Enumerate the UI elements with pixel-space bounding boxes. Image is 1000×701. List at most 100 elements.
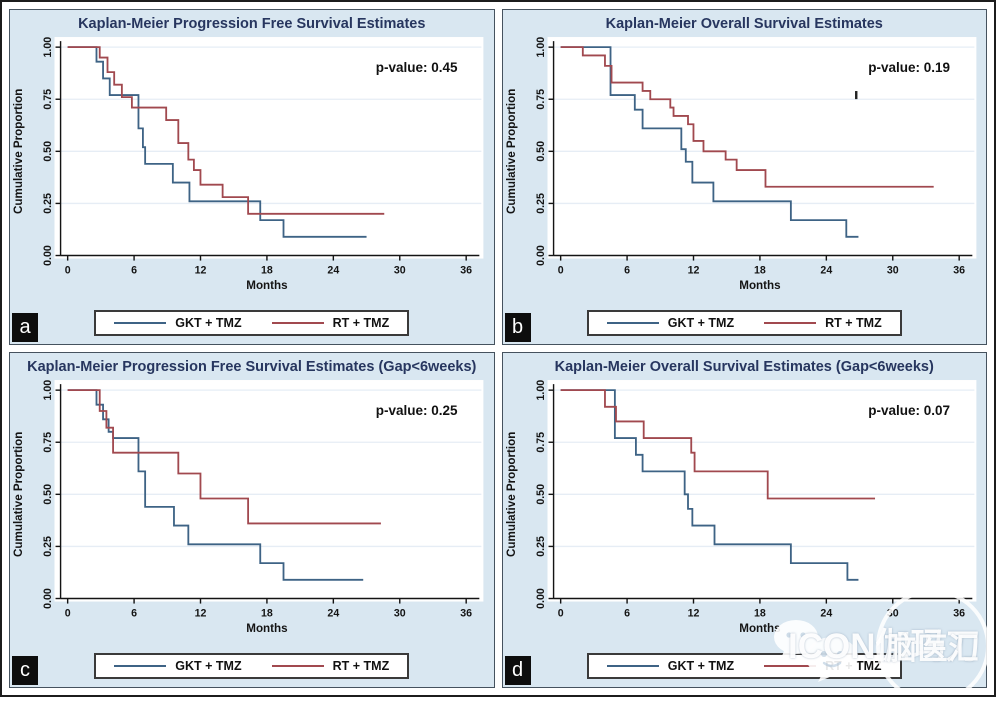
svg-text:Months: Months [739, 622, 780, 635]
svg-text:Months: Months [739, 279, 780, 292]
km-plot-svg: 0.00 0.25 0.50 0.75 1.00 0 6 12 18 24 30 36 Months Cu… [505, 37, 976, 292]
p-value-label: p-value: 0.25 [375, 403, 458, 418]
rt-line-swatch [764, 322, 817, 324]
svg-text:12: 12 [687, 265, 699, 277]
svg-text:Cumulative Proportion: Cumulative Proportion [12, 432, 25, 557]
svg-text:24: 24 [820, 265, 832, 277]
svg-text:0: 0 [65, 608, 71, 620]
svg-text:18: 18 [261, 265, 273, 277]
svg-text:Months: Months [246, 622, 287, 635]
svg-text:0.25: 0.25 [534, 536, 546, 557]
svg-text:1.00: 1.00 [42, 37, 54, 58]
svg-text:30: 30 [886, 608, 898, 620]
legend-label: GKT + TMZ [175, 659, 242, 673]
svg-text:0.00: 0.00 [534, 588, 546, 609]
gkt-line-swatch [606, 665, 659, 667]
legend-label: GKT + TMZ [667, 316, 735, 330]
svg-text:Cumulative Proportion: Cumulative Proportion [505, 89, 518, 214]
svg-text:30: 30 [886, 265, 898, 277]
legend-item-gkt: GKT + TMZ [114, 659, 242, 673]
svg-text:0.00: 0.00 [42, 588, 54, 609]
legend-row: GKT + TMZ RT + TMZ [10, 310, 494, 336]
svg-text:6: 6 [131, 608, 137, 620]
svg-text:6: 6 [624, 265, 630, 277]
svg-text:6: 6 [131, 265, 137, 277]
legend-item-gkt: GKT + TMZ [606, 659, 735, 673]
svg-text:Cumulative Proportion: Cumulative Proportion [12, 89, 25, 214]
svg-text:18: 18 [754, 608, 766, 620]
p-value-label: p-value: 0.19 [868, 60, 950, 75]
p-value-label: p-value: 0.45 [375, 60, 458, 75]
legend-label: RT + TMZ [825, 659, 882, 673]
svg-text:12: 12 [687, 608, 699, 620]
legend-label: RT + TMZ [332, 659, 390, 673]
svg-text:18: 18 [261, 608, 273, 620]
legend-item-gkt: GKT + TMZ [606, 316, 735, 330]
panel-badge: b [504, 313, 531, 342]
legend-row: GKT + TMZ RT + TMZ [10, 653, 494, 679]
gkt-line-swatch [114, 665, 167, 667]
plot-area: 0.00 0.25 0.50 0.75 1.00 0 6 12 18 24 30 36 Months Cu… [503, 377, 987, 653]
rt-line-swatch [271, 665, 324, 667]
legend-item-gkt: GKT + TMZ [114, 316, 242, 330]
plot-area: 0.00 0.25 0.50 0.75 1.00 0 6 12 18 24 30 36 Months Cu… [10, 377, 494, 653]
panel-title: Kaplan-Meier Overall Survival Estimates … [554, 359, 934, 375]
legend-label: RT + TMZ [825, 316, 882, 330]
svg-text:Cumulative Proportion: Cumulative Proportion [505, 432, 518, 557]
svg-text:0.00: 0.00 [42, 245, 54, 266]
svg-text:0.75: 0.75 [42, 89, 54, 110]
legend-label: RT + TMZ [332, 316, 390, 330]
km-plot-svg: 0.00 0.25 0.50 0.75 1.00 0 6 12 18 24 30 36 Months Cu… [12, 380, 484, 635]
svg-text:0.75: 0.75 [42, 432, 54, 453]
svg-text:24: 24 [327, 265, 339, 277]
svg-text:36: 36 [460, 265, 472, 277]
legend-label: GKT + TMZ [175, 316, 242, 330]
panel-title: Kaplan-Meier Overall Survival Estimates [605, 16, 883, 32]
svg-text:6: 6 [624, 608, 630, 620]
svg-text:24: 24 [327, 608, 339, 620]
panel-badge: c [12, 656, 38, 685]
svg-text:0: 0 [65, 265, 71, 277]
rt-line-swatch [764, 665, 817, 667]
rt-line-swatch [271, 322, 324, 324]
svg-text:30: 30 [394, 608, 406, 620]
svg-text:1.00: 1.00 [534, 37, 546, 58]
legend-row: GKT + TMZ RT + TMZ [503, 310, 987, 336]
legend-box: GKT + TMZ RT + TMZ [94, 653, 410, 679]
svg-text:0: 0 [557, 608, 563, 620]
svg-text:0.50: 0.50 [534, 484, 546, 505]
p-value-label: p-value: 0.07 [868, 403, 950, 418]
km-plot-svg: 0.00 0.25 0.50 0.75 1.00 0 6 12 18 24 30 36 Months Cu… [12, 37, 484, 292]
panel-title: Kaplan-Meier Progression Free Survival E… [78, 16, 426, 32]
legend-item-rt: RT + TMZ [271, 659, 390, 673]
gkt-line-swatch [606, 322, 659, 324]
svg-text:24: 24 [820, 608, 832, 620]
svg-text:1.00: 1.00 [42, 380, 54, 401]
svg-text:0.50: 0.50 [534, 141, 546, 162]
km-plot-svg: 0.00 0.25 0.50 0.75 1.00 0 6 12 18 24 30 36 Months Cu… [505, 380, 976, 635]
panel-a: Kaplan-Meier Progression Free Survival E… [9, 9, 495, 345]
svg-text:0.50: 0.50 [42, 141, 54, 162]
svg-text:0.00: 0.00 [534, 245, 546, 266]
panel-c: Kaplan-Meier Progression Free Survival E… [9, 352, 495, 688]
svg-text:36: 36 [953, 608, 965, 620]
panel-d: Kaplan-Meier Overall Survival Estimates … [501, 352, 987, 688]
svg-text:36: 36 [460, 608, 472, 620]
svg-text:30: 30 [394, 265, 406, 277]
legend-item-rt: RT + TMZ [764, 316, 882, 330]
svg-text:0.75: 0.75 [534, 432, 546, 453]
panel-badge: a [12, 313, 38, 342]
legend-item-rt: RT + TMZ [764, 659, 882, 673]
svg-text:0.75: 0.75 [534, 89, 546, 110]
svg-text:0: 0 [557, 265, 563, 277]
legend-row: GKT + TMZ RT + TMZ [503, 653, 987, 679]
legend-box: GKT + TMZ RT + TMZ [586, 310, 902, 336]
svg-text:18: 18 [754, 265, 766, 277]
svg-text:0.25: 0.25 [534, 193, 546, 214]
svg-text:36: 36 [953, 265, 965, 277]
svg-text:Months: Months [246, 279, 287, 292]
plot-area: 0.00 0.25 0.50 0.75 1.00 0 6 12 18 24 30 36 Months Cu… [10, 34, 494, 310]
svg-text:0.50: 0.50 [42, 484, 54, 505]
legend-label: GKT + TMZ [667, 659, 735, 673]
